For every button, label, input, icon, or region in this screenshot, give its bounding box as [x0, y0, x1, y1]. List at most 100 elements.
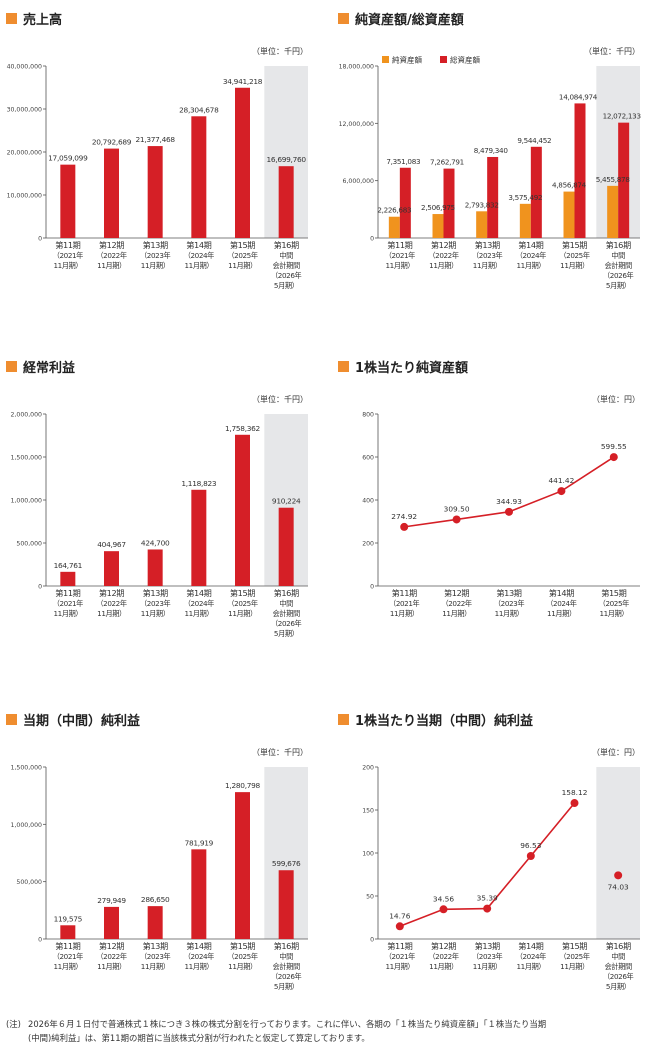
- footnote: (注) 2026年６月１日付で普通株式１株につき３株の株式分割を行っております。…: [6, 1017, 646, 1045]
- category-label: 5月期）: [274, 982, 299, 991]
- data-label: 35.39: [477, 894, 498, 903]
- assets-panel: 純資産額/総資産額 （単位：千円） 0 6,000,000 12,000,000 18,…: [338, 8, 648, 308]
- sales-title-text: 売上高: [23, 12, 63, 28]
- category-label: 第11期: [55, 240, 80, 250]
- ordinary-chart: （単位：千円） 0 500,000 1,000,000 1,500,000 2,000,0…: [11, 394, 308, 638]
- y-tick-label: 0: [370, 937, 374, 944]
- category-label: 会計期間: [273, 609, 300, 618]
- bar: [191, 489, 207, 586]
- category-label: 11月期）: [390, 609, 419, 618]
- bar-net-assets: [563, 191, 575, 238]
- data-label: 781,919: [185, 838, 214, 847]
- y-tick-label: 40,000,000: [7, 64, 42, 71]
- bar-net-assets: [432, 214, 444, 238]
- category-label: 第15期: [230, 941, 255, 951]
- category-label: 第15期: [230, 588, 255, 598]
- category-label: 第13期: [143, 941, 168, 951]
- data-label: 441.42: [548, 476, 574, 485]
- category-label: 第15期: [562, 240, 587, 250]
- data-label: 1,118,823: [181, 479, 217, 488]
- y-tick-label: 0: [38, 937, 42, 944]
- data-point: [505, 507, 513, 516]
- data-label: 1,758,362: [225, 424, 260, 433]
- bar-net-assets: [519, 203, 531, 238]
- data-point: [400, 522, 409, 531]
- footnote-line-2: (中間)純利益」は、第11期の期首に当該株式分割が行われたと仮定して算定しており…: [28, 1033, 370, 1043]
- bar-total-assets: [399, 167, 411, 238]
- y-tick-label: 600: [362, 455, 374, 462]
- sales-title: 売上高: [6, 8, 62, 28]
- data-point: [452, 515, 461, 524]
- category-label: 会計期間: [273, 962, 300, 971]
- series-line: [404, 456, 615, 528]
- category-label: （2022年: [96, 952, 126, 961]
- category-label: （2026年: [271, 619, 301, 628]
- data-label: 14,084,974: [559, 92, 598, 101]
- category-label: （2025年: [227, 251, 257, 260]
- bar-total-assets: [618, 122, 630, 238]
- footnote-line-1: 2026年６月１日付で普通株式１株につき３株の株式分割を行っております。これに伴…: [28, 1019, 547, 1029]
- y-tick-label: 50: [366, 894, 374, 901]
- bar-total-assets: [530, 146, 542, 238]
- y-tick-label: 150: [362, 808, 374, 815]
- y-tick-label: 1,500,000: [11, 455, 43, 462]
- data-label: 8,479,340: [474, 146, 509, 155]
- category-label: （2021年: [53, 251, 83, 260]
- category-label: 第13期: [475, 240, 500, 250]
- category-label: 会計期間: [273, 261, 300, 270]
- category-label: 第16期: [606, 941, 631, 951]
- category-label: 第14期: [518, 941, 543, 951]
- category-label: 5月期）: [274, 281, 299, 290]
- ordinary-title: 経常利益: [6, 356, 75, 376]
- bar-net-assets: [607, 185, 619, 238]
- unit-label: （単位：千円）: [584, 46, 640, 56]
- category-label: （2025年: [599, 599, 629, 608]
- category-label: （2024年: [516, 952, 546, 961]
- data-point: [570, 799, 579, 808]
- category-label: 第14期: [186, 240, 211, 250]
- category-label: 11月期）: [53, 609, 82, 618]
- category-label: 11月期）: [473, 261, 502, 270]
- y-tick-label: 100: [362, 851, 374, 858]
- category-label: （2026年: [603, 271, 633, 280]
- category-label: （2023年: [140, 952, 170, 961]
- category-label: （2023年: [140, 599, 170, 608]
- data-label: 344.93: [496, 497, 522, 506]
- y-tick-label: 2,000,000: [11, 412, 43, 419]
- y-tick-label: 30,000,000: [7, 107, 42, 114]
- category-label: 第13期: [143, 240, 168, 250]
- y-tick-label: 12,000,000: [339, 121, 374, 128]
- category-label: （2026年: [271, 972, 301, 981]
- y-tick-label: 800: [362, 412, 374, 419]
- category-label: 11月期）: [385, 261, 414, 270]
- category-label: 11月期）: [53, 962, 82, 971]
- bar-net-assets: [476, 211, 488, 238]
- category-label: 11月期）: [97, 962, 126, 971]
- bar: [104, 551, 119, 586]
- category-label: 11月期）: [495, 609, 524, 618]
- category-label: 11月期）: [184, 962, 213, 971]
- bar: [60, 164, 76, 238]
- net-title: 当期（中間）純利益: [6, 709, 140, 729]
- category-label: （2023年: [472, 952, 502, 961]
- category-label: （2021年: [389, 599, 419, 608]
- bar: [104, 148, 119, 238]
- category-label: （2022年: [441, 599, 471, 608]
- data-label: 34.56: [433, 894, 454, 903]
- category-label: 第15期: [601, 588, 626, 598]
- category-label: 11月期）: [141, 609, 170, 618]
- data-label: 74.03: [608, 882, 629, 891]
- ordinary-panel: 経常利益 （単位：千円） 0 500,000 1,000,000 1,500,000 2,…: [6, 356, 316, 656]
- category-label: 第13期: [496, 588, 521, 598]
- category-label: 第16期: [274, 941, 299, 951]
- category-label: （2024年: [184, 599, 214, 608]
- unit-label: （単位：千円）: [252, 747, 308, 757]
- eps-title-text: 1株当たり当期（中間）純利益: [355, 713, 534, 729]
- bps-title: 1株当たり純資産額: [338, 356, 468, 376]
- assets-title: 純資産額/総資産額: [338, 8, 464, 28]
- data-label: 274.92: [391, 512, 417, 521]
- y-tick-label: 20,000,000: [7, 150, 42, 157]
- data-point: [614, 871, 623, 880]
- category-label: 11月期）: [228, 962, 257, 971]
- category-label: 11月期）: [184, 261, 213, 270]
